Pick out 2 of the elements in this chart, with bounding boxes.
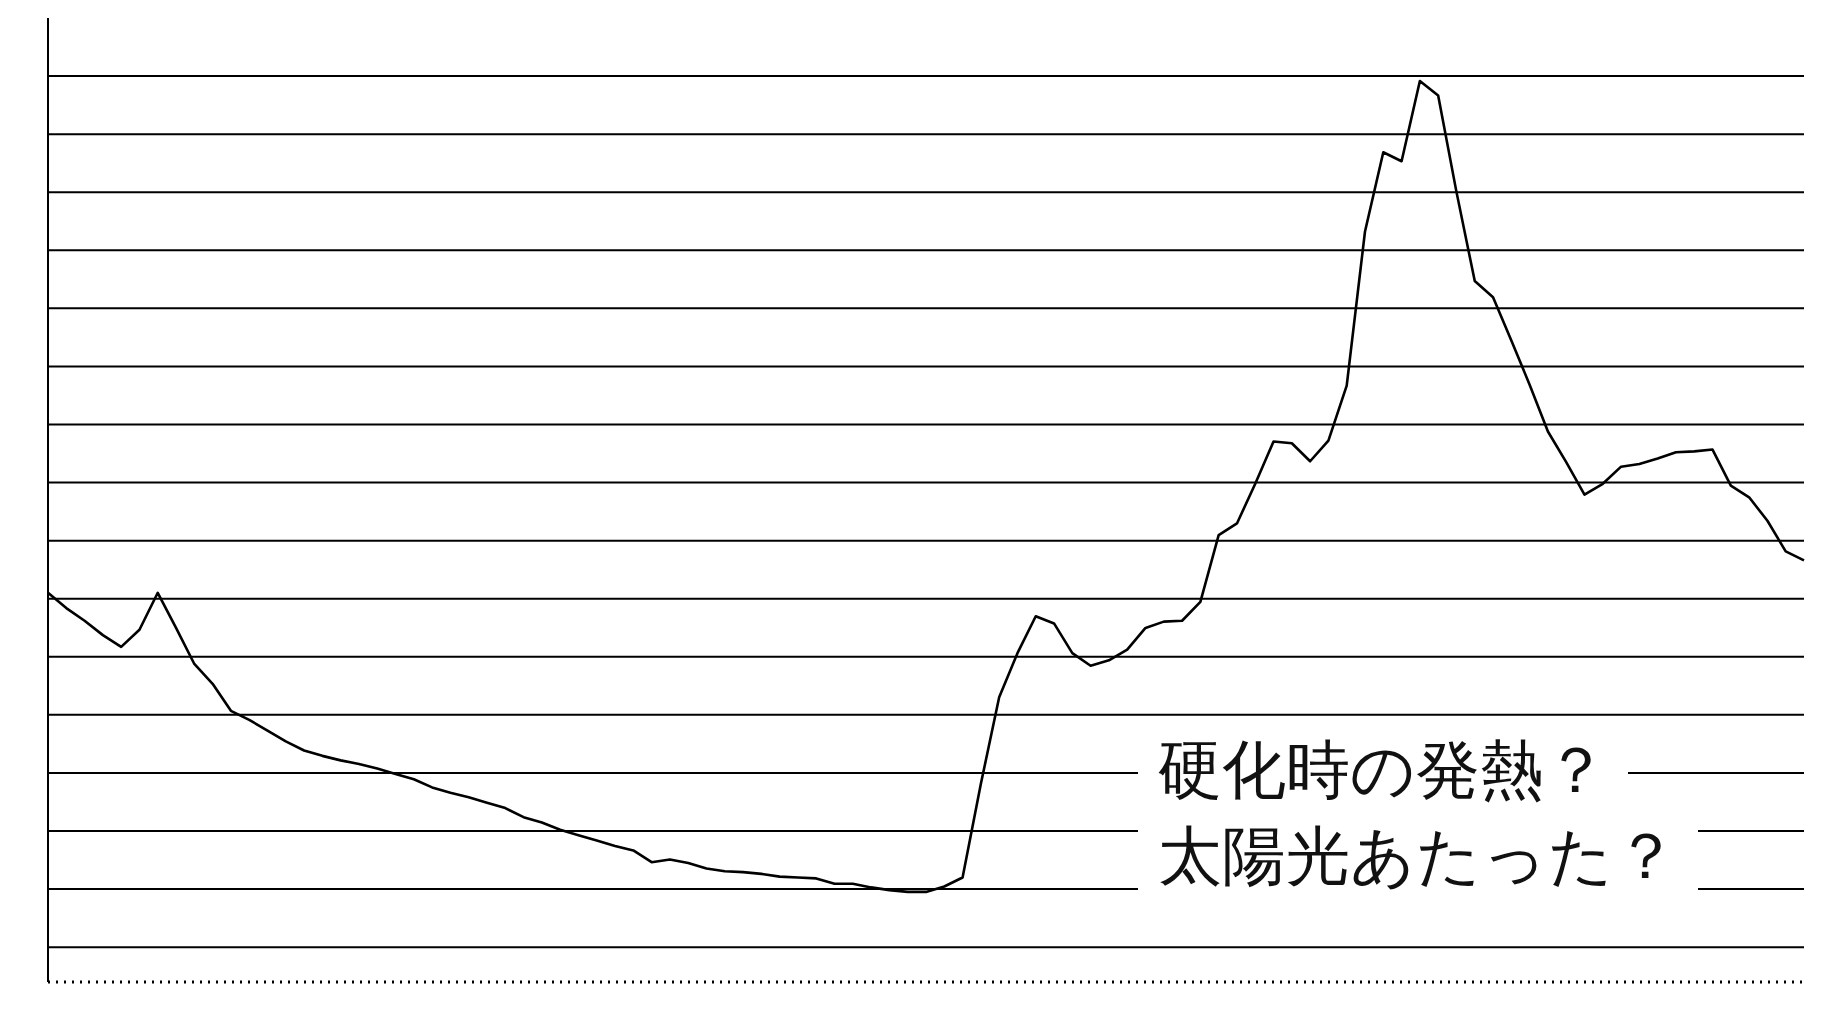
annotation: 硬化時の発熱？ (1138, 728, 1628, 813)
annotation: 太陽光あたった？ (1138, 814, 1698, 899)
